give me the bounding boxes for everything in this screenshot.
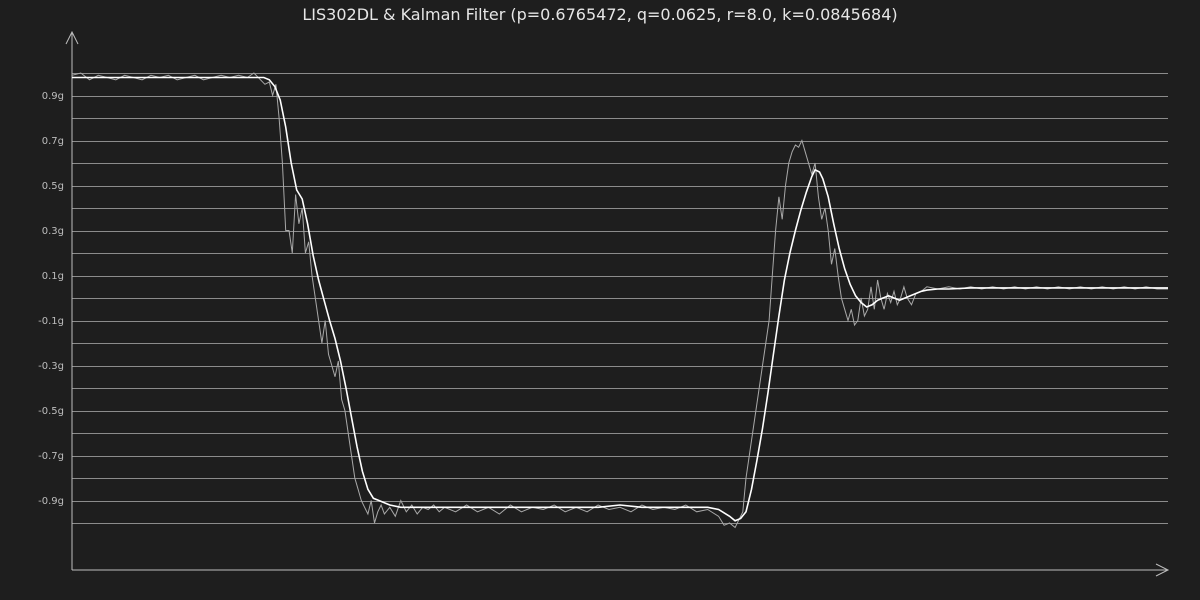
chart-title: LIS302DL & Kalman Filter (p=0.6765472, q… xyxy=(302,5,897,24)
series-group xyxy=(71,72,1168,529)
y-tick-label: 0.1g xyxy=(42,271,64,282)
y-tick-label: -0.9g xyxy=(38,496,64,507)
y-tick-label: 0.3g xyxy=(42,226,64,237)
y-axis-arrow xyxy=(65,30,79,45)
y-tick-label: -0.3g xyxy=(38,361,64,372)
y-tick-label: -0.7g xyxy=(38,451,64,462)
y-tick-label: 0.9g xyxy=(42,91,64,102)
x-axis-arrow xyxy=(1155,563,1170,577)
y-tick-label: 0.7g xyxy=(42,136,64,147)
y-tick-label: -0.5g xyxy=(38,406,64,417)
y-tick-label: -0.1g xyxy=(38,316,64,327)
series-line-raw xyxy=(71,72,1168,529)
series-line-filtered xyxy=(72,76,1168,522)
y-tick-labels: 0.9g 0.7g 0.5g 0.3g 0.1g -0.1g -0.3g -0.5g -0.7g… xyxy=(38,91,64,507)
gridlines xyxy=(72,73,1168,524)
y-tick-label: 0.5g xyxy=(42,181,64,192)
axes xyxy=(65,30,1170,577)
